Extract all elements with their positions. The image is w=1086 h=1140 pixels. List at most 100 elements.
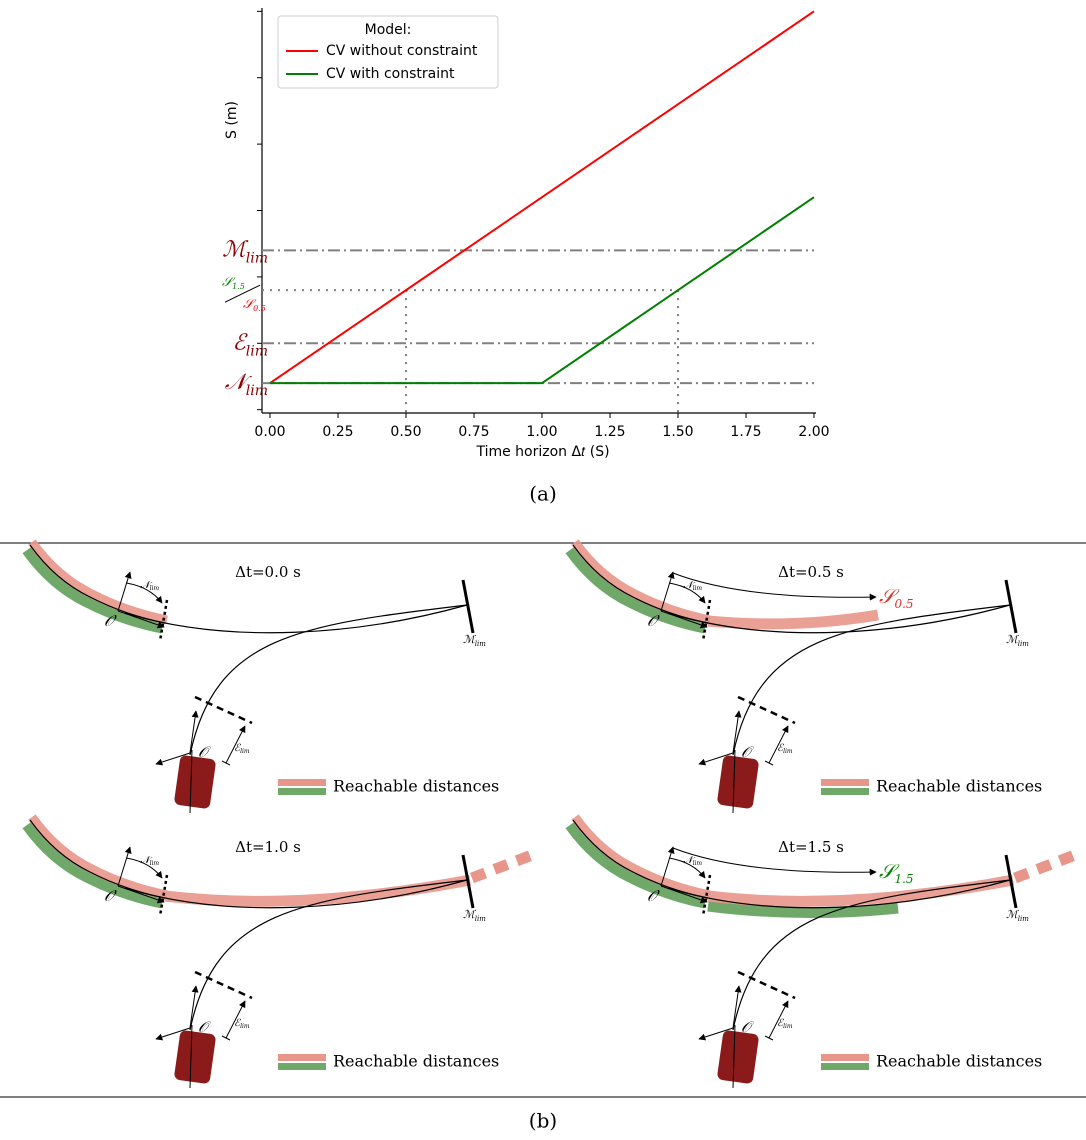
reference-label: ℰlim	[232, 330, 268, 359]
path-curve	[189, 604, 468, 756]
legend-green	[821, 788, 869, 795]
m-lim-label-symbol: ℳ	[1006, 908, 1020, 921]
legend-label: CV without constraint	[326, 43, 478, 59]
annotation-arrow	[672, 847, 877, 876]
x-tick-label: 0.75	[458, 424, 489, 440]
reach-red	[571, 814, 711, 900]
m-lim-mark	[1004, 579, 1018, 634]
reach-red-ext	[707, 609, 879, 630]
legend-title: Model:	[365, 22, 412, 38]
o-prime-label: 𝒪'	[647, 887, 661, 905]
reach-green	[22, 546, 164, 634]
m-lim-label: ℳlim	[463, 908, 486, 923]
panel-title: Δt=0.5 s	[778, 563, 844, 581]
path-curve	[189, 879, 468, 1031]
n-lim-label: 𝒩lim	[683, 580, 702, 593]
reference-label-sub: lim	[246, 383, 268, 399]
reference-label-symbol: ℰ	[232, 330, 248, 355]
reachable-label-bottom-sub: 0.5	[253, 304, 266, 313]
reach-red	[28, 539, 168, 625]
reference-label-sub: lim	[246, 343, 268, 359]
reach-red	[571, 539, 711, 625]
x-tick-label: 1.25	[594, 424, 625, 440]
m-lim-label-sub: lim	[475, 640, 486, 648]
e-lim-label-sub: lim	[240, 748, 250, 755]
x-tick-label: 1.50	[662, 424, 693, 440]
e-lim-arrow	[768, 1000, 789, 1039]
n-lim-label-symbol: 𝒩	[683, 580, 696, 591]
annotation-arrow	[672, 572, 877, 601]
op-arrow-right	[117, 885, 165, 904]
e-lim-label-symbol: ℰ	[777, 1018, 784, 1029]
vehicle	[174, 1030, 216, 1084]
n-lim-arrow	[125, 857, 163, 879]
o-arrow-left	[698, 1027, 734, 1041]
n-lim-label-sub: lim	[150, 585, 160, 592]
m-lim-mark	[461, 579, 475, 634]
o-prime-label: 𝒪'	[104, 612, 118, 630]
op-arrow-up	[660, 571, 675, 612]
lane-curve	[124, 879, 468, 909]
n-lim-label: 𝒩lim	[683, 855, 702, 868]
legend-red	[278, 779, 326, 786]
panel-title: Δt=1.0 s	[235, 838, 301, 856]
x-tick-label: 1.00	[526, 424, 557, 440]
legend-green	[278, 788, 326, 795]
m-lim-mark	[461, 854, 475, 909]
reference-label-sub: lim	[246, 250, 268, 266]
e-lim-label-sub: lim	[783, 748, 793, 755]
n-lim-label-symbol: 𝒩	[683, 855, 696, 866]
annotation-label-sub: 0.5	[894, 597, 913, 611]
y-axis-label: S (m)	[224, 101, 240, 139]
reference-label: 𝒩lim	[225, 370, 268, 399]
n-lim-label: 𝒩lim	[140, 855, 159, 868]
e-lim-bar	[764, 760, 774, 766]
op-arrow-up	[117, 846, 132, 887]
o-arrow-up	[189, 710, 199, 754]
x-tick-label: 2.00	[798, 424, 829, 440]
legend-green	[821, 1063, 869, 1070]
n-lim-label-sub: lim	[693, 585, 703, 592]
e-lim-boundary	[737, 695, 796, 725]
reach-red-ext	[164, 874, 472, 907]
e-lim-arrow	[225, 1000, 246, 1039]
vehicle-axis	[189, 749, 193, 814]
m-lim-label-sub: lim	[1018, 915, 1029, 923]
path-curve	[732, 604, 1011, 756]
reach-green	[565, 546, 707, 634]
e-lim-label: ℰlim	[777, 743, 793, 756]
e-lim-label-sub: lim	[783, 1023, 793, 1030]
n-lim-arrow	[125, 582, 163, 604]
n-lim-boundary	[158, 874, 169, 917]
e-lim-arrow	[225, 725, 246, 764]
caption-a: (a)	[529, 482, 557, 506]
e-lim-boundary	[194, 695, 253, 725]
legend-text: Reachable distances	[876, 777, 1042, 796]
legend-text: Reachable distances	[333, 1052, 499, 1071]
legend-green	[278, 1063, 326, 1070]
e-lim-boundary	[737, 970, 796, 1000]
legend-text: Reachable distances	[876, 1052, 1042, 1071]
e-lim-label: ℰlim	[234, 743, 250, 756]
lane-curve	[667, 604, 1011, 634]
x-tick-label: 0.00	[254, 424, 285, 440]
m-lim-label: ℳlim	[463, 633, 486, 648]
legend-text: Reachable distances	[333, 777, 499, 796]
legend-red	[821, 1054, 869, 1061]
reach-green-ext	[707, 900, 899, 919]
lane-curve	[667, 879, 1011, 909]
reachable-label-top-sub: 1.5	[232, 282, 245, 291]
n-lim-label-symbol: 𝒩	[140, 580, 153, 591]
vehicle	[174, 755, 216, 809]
x-tick-label: 0.50	[390, 424, 421, 440]
op-arrow-right	[660, 610, 708, 629]
reference-label-symbol: ℳ	[222, 237, 249, 262]
legend-red	[278, 1054, 326, 1061]
annotation-label: 𝒮1.5	[879, 859, 914, 886]
o-arrow-up	[732, 710, 742, 754]
e-lim-label: ℰlim	[777, 1018, 793, 1031]
op-arrow-up	[660, 846, 675, 887]
e-lim-bar	[221, 760, 231, 766]
